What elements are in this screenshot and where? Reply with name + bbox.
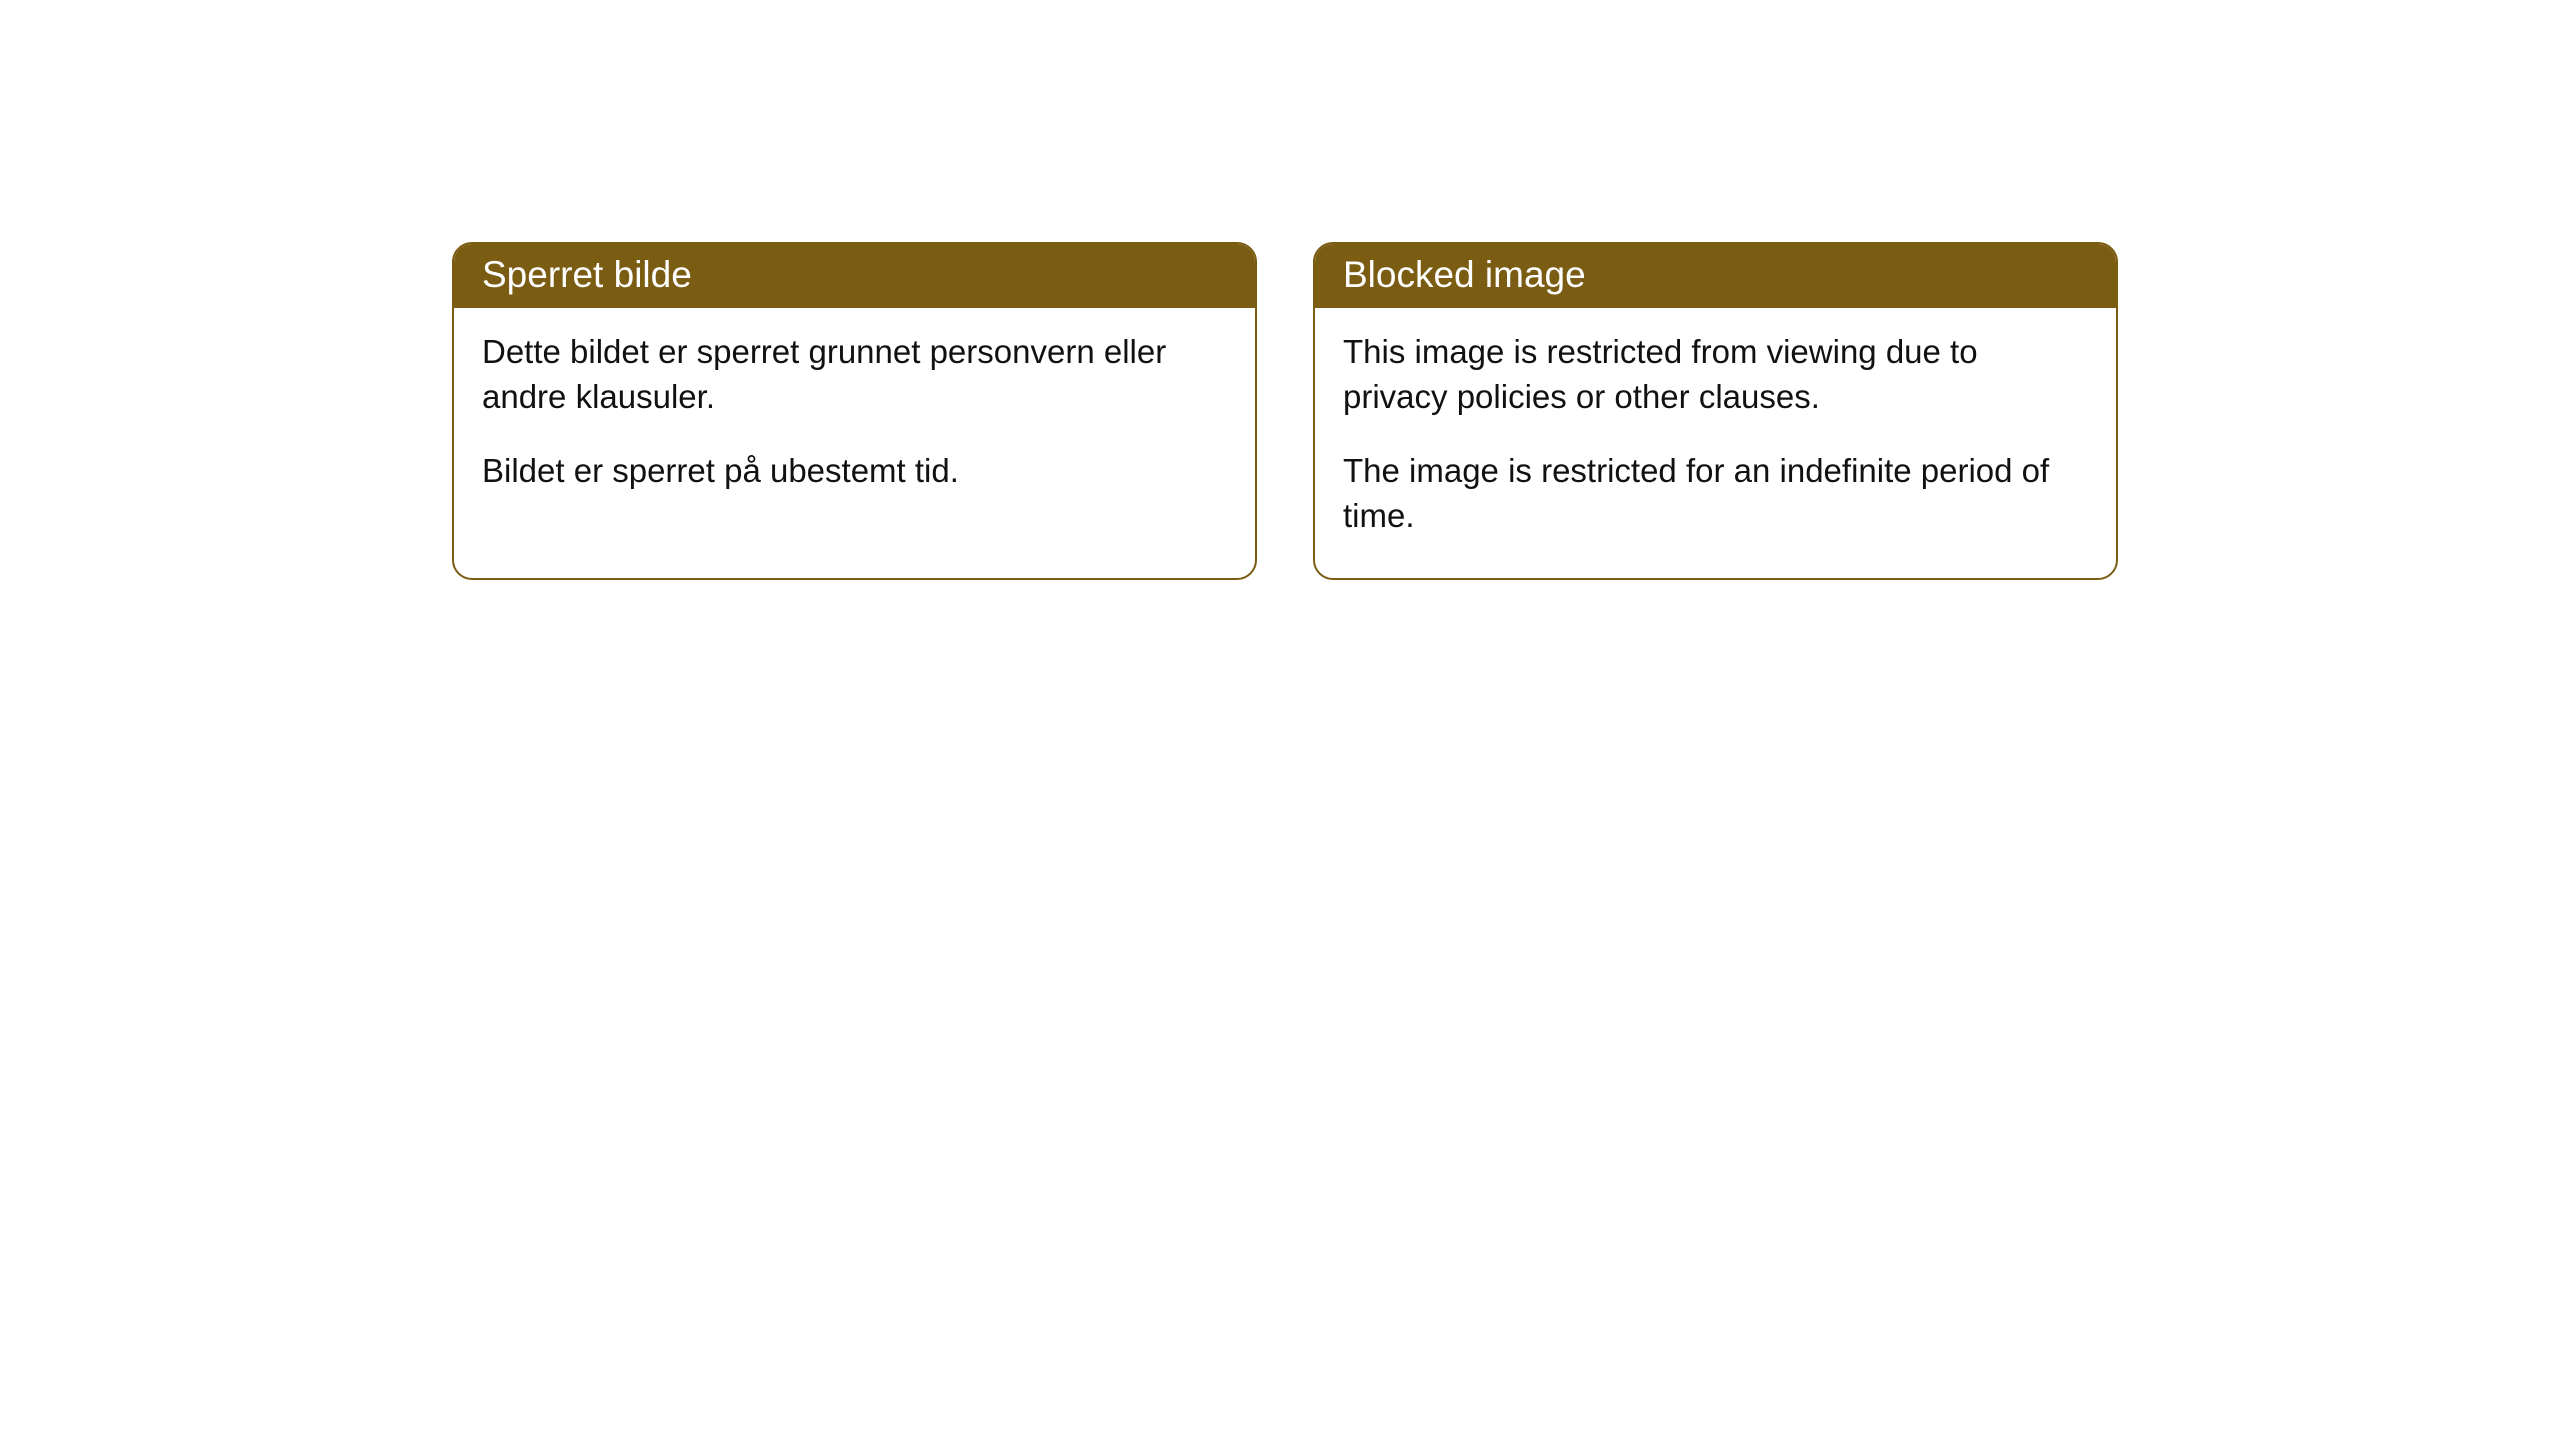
notice-card-english: Blocked image This image is restricted f… [1313, 242, 2118, 580]
card-paragraph: The image is restricted for an indefinit… [1343, 449, 2088, 538]
card-paragraph: This image is restricted from viewing du… [1343, 330, 2088, 419]
notice-cards-container: Sperret bilde Dette bildet er sperret gr… [0, 0, 2560, 580]
card-title: Blocked image [1343, 254, 1586, 295]
notice-card-norwegian: Sperret bilde Dette bildet er sperret gr… [452, 242, 1257, 580]
card-body: This image is restricted from viewing du… [1315, 308, 2116, 578]
card-paragraph: Bildet er sperret på ubestemt tid. [482, 449, 1227, 494]
card-header: Blocked image [1315, 244, 2116, 308]
card-body: Dette bildet er sperret grunnet personve… [454, 308, 1255, 534]
card-paragraph: Dette bildet er sperret grunnet personve… [482, 330, 1227, 419]
card-title: Sperret bilde [482, 254, 692, 295]
card-header: Sperret bilde [454, 244, 1255, 308]
